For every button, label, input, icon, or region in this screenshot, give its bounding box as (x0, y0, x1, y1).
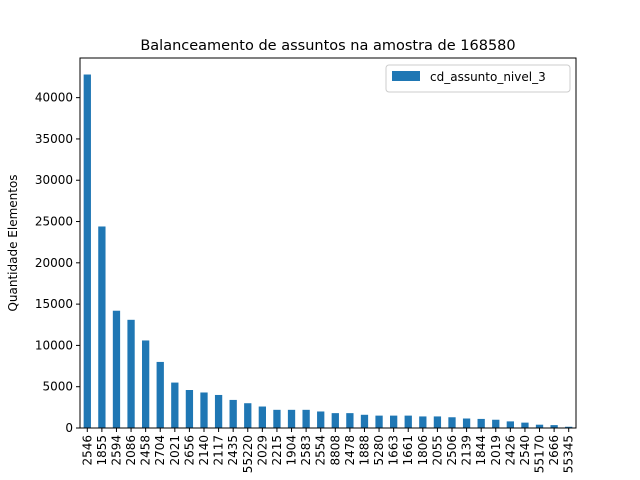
y-tick-label: 10000 (35, 338, 73, 352)
x-tick-label: 8808 (328, 435, 342, 466)
x-tick-label: 2021 (168, 435, 182, 466)
x-tick-label: 2139 (460, 435, 474, 466)
bar-1855 (98, 226, 106, 428)
bar-55345 (565, 426, 573, 428)
x-tick-label: 1844 (474, 435, 488, 466)
x-tick-label: 1806 (416, 435, 430, 466)
bar-2215 (273, 409, 281, 428)
x-tick-label: 2704 (153, 435, 167, 466)
x-tick-label: 2594 (109, 435, 123, 466)
x-tick-label: 1904 (285, 435, 299, 466)
bar-1806 (419, 416, 427, 428)
x-tick-label: 2215 (270, 435, 284, 466)
bar-55220 (244, 403, 252, 428)
y-tick-label: 30000 (35, 173, 73, 187)
y-tick-label: 5000 (42, 380, 73, 394)
x-tick-label: 2583 (299, 435, 313, 466)
bar-2583 (302, 409, 310, 428)
x-tick-label: 2019 (489, 435, 503, 466)
legend-box (385, 64, 571, 93)
x-tick-label: 2029 (255, 435, 269, 466)
x-tick-label: 2554 (314, 435, 328, 466)
bar-1661 (404, 415, 412, 428)
bar-55170 (535, 424, 544, 428)
x-tick-label: 2086 (124, 435, 138, 466)
x-tick-label: 2055 (430, 435, 444, 466)
x-axis-ticks: 2546 1855 2594 2086 2458 2704 2021 2656 2140 2117… (80, 428, 576, 473)
bar-2086 (127, 319, 135, 428)
bar-2435 (229, 399, 237, 428)
y-tick-label: 15000 (35, 297, 73, 311)
bar-2029 (258, 406, 266, 428)
bar-2554 (317, 411, 325, 428)
x-tick-label: 2140 (197, 435, 211, 466)
x-tick-label: 1661 (401, 435, 415, 466)
y-axis-ticks: 0 5000 10000 15000 20000 25000 30000 35000 40000 (35, 91, 80, 435)
x-tick-label: 1888 (357, 435, 371, 466)
bar-2055 (433, 416, 442, 428)
x-tick-label: 2117 (212, 435, 226, 466)
bar-1904 (287, 409, 296, 428)
x-tick-label: 2656 (182, 435, 196, 466)
x-tick-label: 55345 (562, 435, 576, 473)
bar-2594 (112, 310, 121, 428)
x-tick-label: 1855 (95, 435, 109, 466)
y-tick-label: 40000 (35, 91, 73, 105)
bar-2546 (83, 74, 91, 429)
x-tick-label: 2478 (343, 435, 357, 466)
bar-2139 (462, 418, 471, 428)
x-tick-label: 2426 (503, 435, 517, 466)
bar-2656 (185, 390, 194, 428)
bar-2540 (521, 422, 529, 428)
bar-2140 (200, 392, 208, 428)
x-tick-label: 2458 (139, 435, 153, 466)
y-tick-label: 0 (65, 421, 73, 435)
plot-area-frame (79, 57, 577, 429)
bar-2117 (214, 394, 223, 428)
bar-1888 (360, 414, 369, 428)
bar-1663 (390, 415, 398, 428)
bar-1844 (477, 418, 485, 428)
bar-series (83, 74, 573, 429)
bar-2704 (156, 361, 164, 428)
y-tick-label: 20000 (35, 256, 73, 270)
x-tick-label: 5280 (372, 435, 386, 466)
x-tick-label: 1663 (387, 435, 401, 466)
bar-2019 (492, 419, 500, 428)
x-tick-label: 55170 (533, 435, 547, 473)
bar-2458 (142, 340, 150, 428)
legend-swatch (392, 71, 420, 81)
x-tick-label: 2546 (80, 435, 94, 466)
x-tick-label: 55220 (241, 435, 255, 473)
bar-5280 (375, 415, 383, 428)
bar-2426 (506, 421, 514, 428)
bar-8808 (331, 413, 339, 428)
bar-2478 (346, 413, 354, 428)
bar-2021 (171, 382, 179, 428)
legend: cd_assunto_nivel_3 (385, 64, 571, 93)
x-tick-label: 2540 (518, 435, 532, 466)
chart-title: Balanceamento de assuntos na amostra de … (140, 38, 515, 54)
y-tick-label: 35000 (35, 132, 73, 146)
legend-label: cd_assunto_nivel_3 (430, 70, 546, 84)
y-tick-label: 25000 (35, 215, 73, 229)
bar-2506 (448, 417, 456, 428)
bar-2666 (550, 425, 558, 428)
x-tick-label: 2506 (445, 435, 459, 466)
x-tick-label: 2435 (226, 435, 240, 466)
x-tick-label: 2666 (547, 435, 561, 466)
y-axis-label: Quantidade Elementos (6, 174, 20, 311)
